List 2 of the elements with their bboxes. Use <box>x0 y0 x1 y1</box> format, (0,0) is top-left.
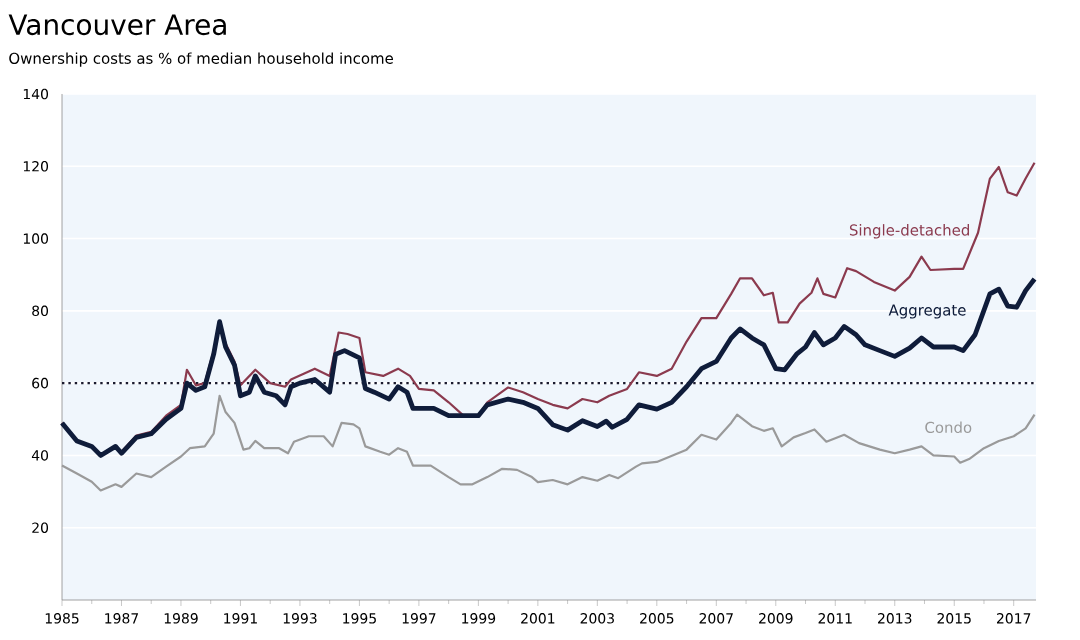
chart-title: Vancouver Area <box>8 14 226 36</box>
line-series <box>60 394 1036 492</box>
